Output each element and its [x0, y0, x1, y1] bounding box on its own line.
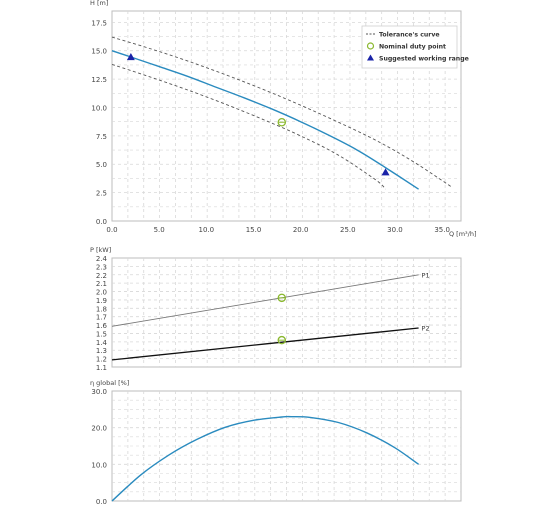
legend-label-duty-point: Nominal duty point	[379, 44, 446, 51]
y-tick-label: 2.4	[96, 255, 108, 263]
x-tick-label: 0.0	[106, 226, 117, 234]
y-tick-label: 1.8	[96, 305, 107, 313]
y-tick-label: 1.7	[96, 314, 107, 322]
legend-circle-icon	[366, 42, 375, 50]
y-tick-label: 5.0	[96, 161, 107, 169]
y-tick-label: 0.0	[96, 218, 107, 226]
y-tick-label: 10.0	[91, 461, 107, 469]
power-line-p2	[111, 327, 419, 361]
legend-triangle-icon	[367, 54, 374, 61]
y-tick-label: 2.5	[96, 190, 107, 198]
y-tick-label: 30.0	[91, 388, 107, 396]
y-axis-label: η global [%]	[90, 379, 129, 387]
legend-label-tolerance: Tolerance's curve	[379, 32, 440, 39]
y-axis-label: P [kW]	[90, 246, 111, 254]
chart-panel-1	[111, 10, 462, 222]
x-tick-label: 20.0	[293, 226, 309, 234]
head-curve	[111, 50, 419, 190]
y-tick-label: 1.2	[96, 356, 107, 364]
y-tick-label: 12.5	[91, 76, 107, 84]
legend-box	[361, 25, 458, 69]
y-axis-label: H [m]	[90, 0, 108, 7]
x-tick-label: 10.0	[199, 226, 215, 234]
y-tick-label: 1.3	[96, 347, 107, 355]
y-tick-label: 0.0	[96, 498, 107, 504]
y-tick-label: 2.0	[96, 289, 107, 297]
y-tick-label: 2.3	[96, 263, 107, 271]
working-range-marker-2	[381, 168, 390, 176]
x-axis-label: Q [m³/h]	[449, 230, 477, 238]
y-tick-label: 2.2	[96, 272, 107, 280]
x-tick-label: 5.0	[154, 226, 165, 234]
y-tick-label: 15.0	[91, 48, 107, 56]
power-duty-point-1	[277, 293, 287, 303]
y-tick-label: 10.0	[91, 104, 107, 112]
y-tick-label: 20.0	[91, 425, 107, 433]
series-label-p1: P1	[422, 271, 430, 279]
x-tick-label: 35.0	[434, 226, 450, 234]
legend-label-working-range: Suggested working range	[379, 56, 469, 63]
y-tick-label: 1.6	[96, 322, 108, 330]
y-tick-label: 2.1	[96, 280, 107, 288]
y-tick-label: 1.9	[96, 297, 107, 305]
x-tick-label: 30.0	[387, 226, 403, 234]
x-tick-label: 25.0	[340, 226, 356, 234]
series-label-p2: P2	[422, 325, 430, 333]
power-duty-point-2	[277, 335, 287, 345]
efficiency-curve	[111, 415, 419, 502]
y-tick-label: 7.5	[96, 133, 107, 141]
chart-panel-2	[111, 257, 462, 368]
y-tick-label: 1.1	[96, 364, 107, 372]
tolerance-curve-lower	[111, 63, 386, 190]
y-tick-label: 1.4	[96, 339, 108, 347]
y-tick-label: 1.5	[96, 330, 107, 338]
chart-panel-3	[111, 390, 462, 502]
power-line-p1	[111, 274, 419, 327]
x-tick-label: 15.0	[246, 226, 262, 234]
nominal-duty-point	[277, 117, 287, 127]
y-tick-label: 17.5	[91, 19, 107, 27]
working-range-marker-1	[126, 52, 135, 61]
